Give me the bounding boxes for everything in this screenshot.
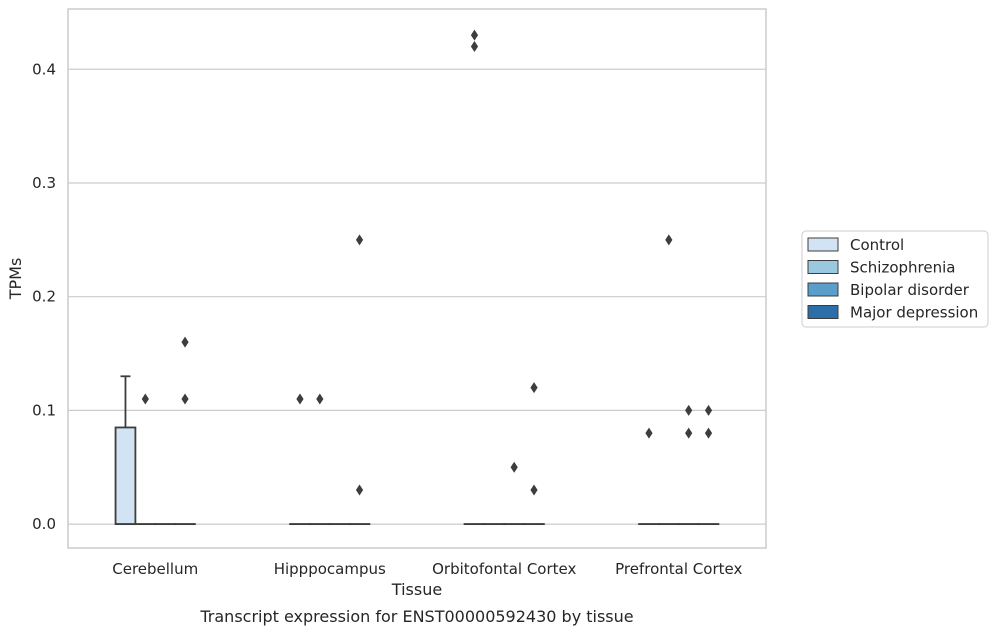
boxes: [114, 375, 720, 526]
y-tick-label: 0.3: [32, 174, 56, 192]
legend-label: Schizophrenia: [850, 259, 955, 277]
legend-swatch: [807, 282, 839, 297]
legend-frame: [801, 230, 989, 328]
outlier-point: [510, 461, 518, 473]
box-control: [114, 375, 137, 526]
legend-swatch: [807, 305, 839, 319]
x-tick-labels: Cerebellum Hipppocampus Orbitofontal Corte…: [112, 560, 742, 578]
y-tick-labels: 0.0 0.1 0.2 0.3 0.4: [32, 60, 56, 533]
box-body: [114, 426, 137, 526]
outlier-point: [181, 393, 189, 405]
legend-swatch: [807, 260, 839, 274]
outlier-point: [704, 427, 713, 439]
y-tick-label: 0.1: [32, 401, 56, 419]
outlier-point: [685, 404, 693, 416]
outlier-point: [665, 234, 673, 246]
legend: Control Schizophrenia Bipolar disorder Majo…: [801, 230, 989, 328]
legend-swatch: [807, 237, 839, 252]
outlier-point: [645, 427, 653, 439]
outlier-point: [316, 393, 324, 405]
outlier-point: [470, 41, 479, 53]
outlier-point: [685, 427, 693, 439]
outlier-point: [470, 29, 479, 41]
outlier-point: [141, 393, 149, 405]
x-axis-title: Tissue: [391, 580, 442, 599]
outlier-point: [530, 382, 538, 394]
y-tick-label: 0.4: [32, 60, 56, 78]
outlier-point: [181, 336, 189, 348]
legend-label: Control: [850, 236, 904, 254]
y-axis-title: TPMs: [6, 258, 25, 301]
x-tick-label: Orbitofontal Cortex: [432, 560, 576, 578]
gridlines: [68, 68, 766, 525]
x-tick-label: Cerebellum: [112, 560, 198, 578]
outlier-point: [296, 393, 304, 405]
outlier-point: [530, 484, 538, 496]
x-tick-label: Prefrontal Cortex: [615, 560, 742, 578]
outlier-point: [704, 404, 713, 416]
plot-frame: [67, 8, 767, 549]
outlier-point: [355, 234, 364, 246]
legend-label: Bipolar disorder: [850, 281, 970, 299]
x-tick-label: Hipppocampus: [274, 560, 386, 578]
y-tick-label: 0.2: [32, 288, 56, 306]
outlier-point: [355, 484, 364, 496]
legend-label: Major depression: [850, 304, 978, 322]
outliers: [141, 29, 713, 496]
y-tick-label: 0.0: [32, 515, 56, 533]
figure-caption: Transcript expression for ENST0000059243…: [199, 607, 633, 626]
